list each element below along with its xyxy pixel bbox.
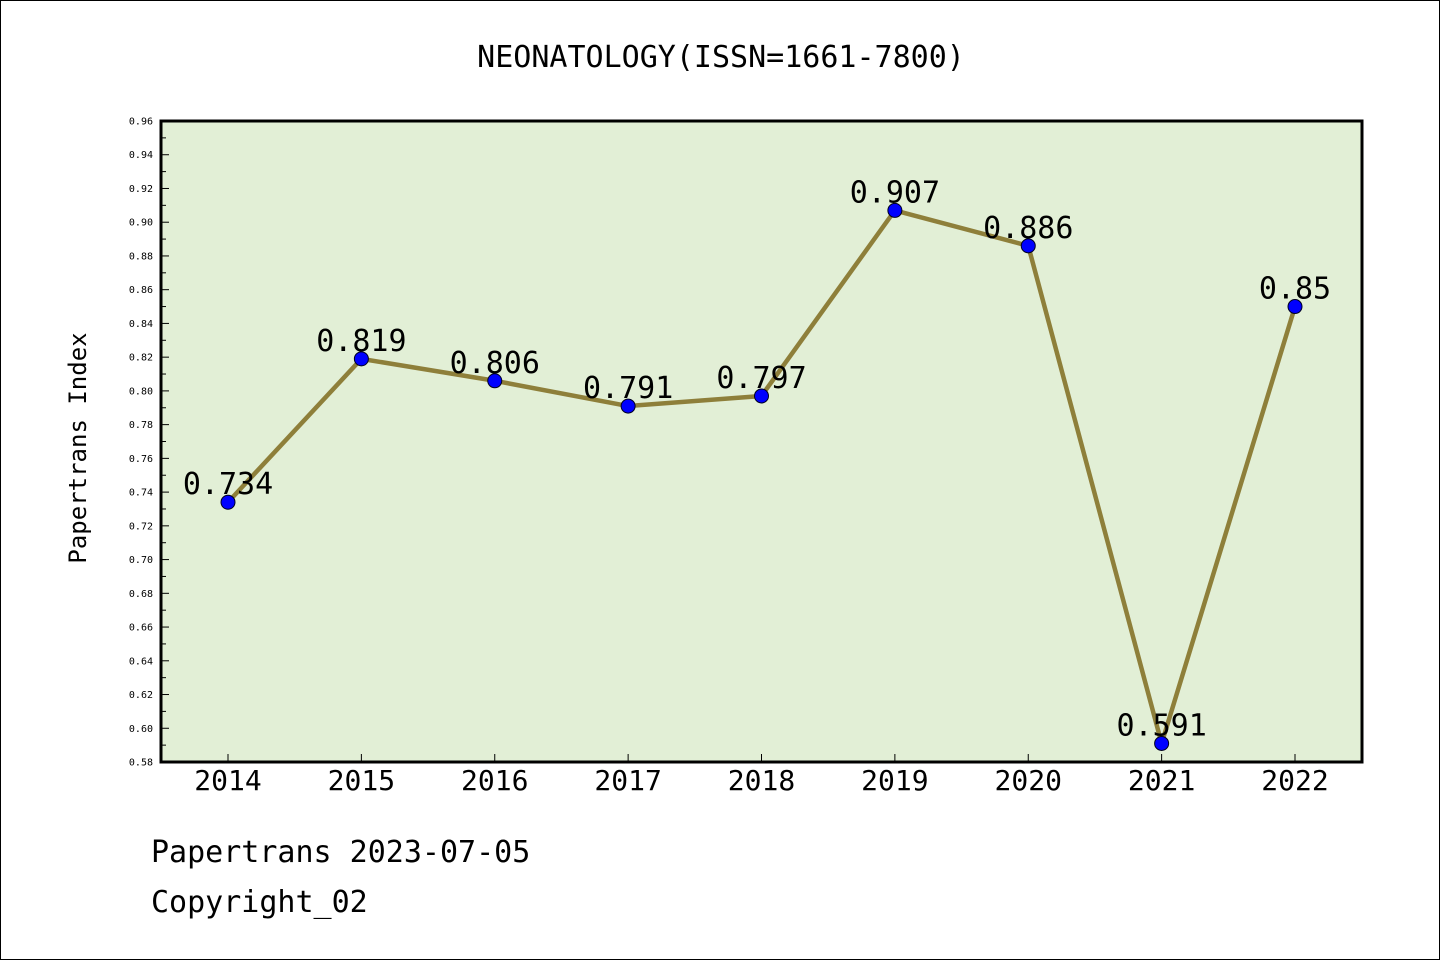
data-label: 0.591 (1116, 708, 1206, 743)
data-label: 0.734 (183, 467, 273, 502)
x-tick-label: 2015 (328, 764, 395, 797)
data-label: 0.907 (850, 175, 940, 210)
y-tick-label: 0.64 (129, 656, 153, 667)
y-tick-label: 0.74 (129, 488, 153, 499)
y-axis: 0.58 0.60 0.62 0.64 0.66 0.68 0.70 0.72 0.74 0.76… (129, 117, 169, 769)
y-tick-label: 0.84 (129, 319, 153, 330)
y-tick-label: 0.60 (129, 724, 153, 735)
data-point (754, 388, 769, 404)
y-tick-label: 0.72 (129, 521, 153, 532)
y-tick-label: 0.62 (129, 690, 153, 701)
y-tick-label: 0.70 (129, 555, 153, 566)
data-label: 0.797 (716, 361, 806, 396)
chart-title: NEONATOLOGY(ISSN=1661-7800) (477, 40, 965, 75)
y-tick-label: 0.58 (129, 758, 153, 769)
y-tick-label: 0.94 (129, 150, 153, 161)
data-label: 0.886 (983, 211, 1073, 246)
data-point (620, 398, 636, 414)
data-point (1287, 299, 1303, 315)
y-tick-label: 0.82 (129, 353, 153, 364)
series-group: 0.734 0.819 0.806 0.791 0.797 0.907 0.886 0.591… (183, 175, 1331, 751)
y-tick-label: 0.96 (129, 117, 153, 128)
x-tick-label: 2017 (594, 764, 661, 797)
data-label: 0.819 (316, 324, 406, 359)
y-tick-label: 0.80 (129, 386, 153, 397)
data-point (220, 494, 236, 510)
data-label: 0.791 (583, 371, 673, 406)
y-tick-label: 0.88 (129, 251, 153, 262)
x-tick-label: 2020 (995, 764, 1062, 797)
x-axis: 2014 2015 2016 2017 2018 2019 2020 2021 2022 (194, 754, 1329, 797)
data-point (487, 373, 503, 389)
data-point (1020, 238, 1036, 254)
x-tick-label: 2016 (461, 764, 528, 797)
y-tick-label: 0.86 (129, 285, 153, 296)
footer-source: Papertrans 2023-07-05 (151, 835, 531, 870)
data-point (353, 351, 369, 367)
y-axis-label: Papertrans Index (64, 332, 92, 563)
footer-copyright: Copyright_02 (151, 885, 368, 920)
x-tick-label: 2018 (728, 764, 795, 797)
x-tick-label: 2014 (194, 764, 261, 797)
y-tick-label: 0.66 (129, 623, 153, 634)
y-tick-label: 0.78 (129, 420, 153, 431)
data-point (1154, 735, 1170, 751)
data-label: 0.806 (450, 346, 540, 381)
x-tick-label: 2019 (861, 764, 928, 797)
x-tick-label: 2022 (1261, 764, 1328, 797)
y-tick-label: 0.68 (129, 589, 153, 600)
y-tick-label: 0.90 (129, 218, 153, 229)
data-label: 0.85 (1259, 272, 1331, 307)
y-tick-label: 0.92 (129, 184, 153, 195)
plot-area (159, 119, 1364, 764)
x-tick-label: 2021 (1128, 764, 1195, 797)
y-tick-label: 0.76 (129, 454, 153, 465)
data-point (887, 202, 903, 218)
